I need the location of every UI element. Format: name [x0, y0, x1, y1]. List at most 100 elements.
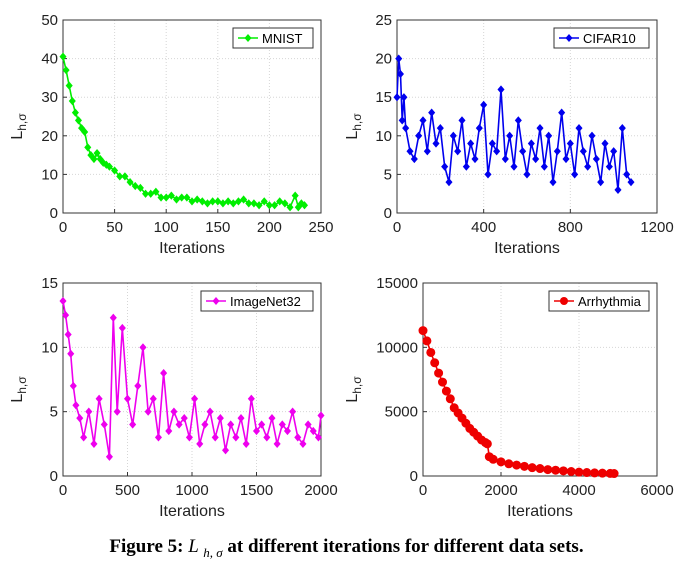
chart-imagenet32: 0 500 1000 1500 2000 0 5 10 15 Iterations Lh,σ Imag… [9, 275, 338, 520]
data-point [134, 381, 142, 391]
data-point [183, 193, 191, 202]
axes-box [396, 19, 658, 214]
y-tick-label: 5 [50, 404, 58, 421]
data-point [229, 199, 237, 208]
y-tick-label: 10000 [376, 339, 418, 356]
legend-box [548, 290, 650, 312]
data-point [191, 394, 199, 403]
data-point [551, 465, 561, 475]
y-axis-label: Lh,σ [344, 376, 364, 403]
data-point [219, 199, 227, 208]
data-point [211, 433, 219, 442]
data-point [160, 368, 168, 378]
data-point [286, 203, 294, 212]
y-tick-label: 15000 [376, 275, 418, 292]
data-point [178, 193, 186, 202]
x-tick-label: 150 [205, 219, 230, 236]
series-line [62, 56, 305, 209]
y-tick-label: 10 [41, 166, 58, 183]
data-point [400, 93, 408, 102]
data-point [434, 368, 444, 378]
data-point [263, 433, 271, 442]
data-point [67, 349, 75, 358]
data-point [276, 197, 284, 206]
data-point [506, 131, 514, 140]
data-point [121, 172, 129, 181]
data-point [268, 413, 276, 423]
x-tick-label: 2000 [304, 482, 337, 499]
data-point [501, 154, 509, 164]
data-point [510, 162, 518, 171]
data-point [260, 197, 268, 206]
data-point [540, 162, 548, 171]
data-point [496, 457, 506, 467]
data-point [497, 85, 505, 94]
data-point [81, 127, 89, 137]
data-point [142, 189, 150, 198]
y-axis-label: Lh,σ [9, 113, 29, 140]
data-point [113, 407, 121, 416]
data-point [201, 420, 209, 429]
data-point [571, 170, 579, 179]
data-point [493, 147, 501, 156]
data-point [214, 197, 222, 206]
data-point [69, 381, 77, 391]
data-point [258, 420, 266, 429]
data-point [609, 469, 619, 479]
y-axis-label: Lh,σ [9, 376, 29, 403]
data-point [562, 154, 570, 164]
data-point [139, 343, 147, 352]
y-tick-label: 5000 [385, 404, 418, 421]
data-point [95, 394, 103, 403]
data-point [111, 166, 119, 175]
data-point [157, 193, 165, 202]
legend-box [232, 27, 314, 49]
figure-caption: Figure 5: L h, σ at different iterations… [0, 536, 693, 561]
data-point [610, 147, 618, 156]
data-point [198, 197, 206, 206]
data-point [597, 178, 605, 187]
data-point [627, 178, 635, 187]
data-point [454, 147, 462, 156]
x-tick-label: 0 [393, 219, 401, 236]
data-point [418, 326, 428, 336]
data-point [227, 420, 235, 429]
x-axis-label: Iterations [159, 240, 225, 257]
legend-swatch-marker [212, 297, 220, 305]
legend-swatch-marker [244, 34, 252, 42]
data-point [149, 394, 157, 403]
x-tick-label: 50 [106, 219, 123, 236]
data-point [232, 433, 240, 442]
data-point [482, 439, 492, 449]
y-axis-label-subscript: h,σ [15, 376, 29, 394]
data-point [514, 116, 522, 125]
data-point [74, 116, 83, 125]
data-point [180, 413, 188, 423]
data-point [68, 96, 76, 106]
y-tick-label: 0 [410, 468, 418, 485]
caption-prefix: Figure 5: [109, 536, 184, 557]
data-point [281, 199, 289, 208]
data-point [536, 123, 544, 133]
data-point [76, 413, 84, 423]
data-point [90, 439, 98, 448]
data-point [72, 401, 80, 410]
data-point [85, 407, 93, 416]
data-point [436, 123, 444, 133]
data-point [109, 313, 117, 322]
data-point [116, 172, 124, 181]
legend-label: ImageNet32 [230, 294, 301, 309]
data-point [484, 170, 492, 179]
data-point [441, 386, 451, 396]
y-tick-label: 25 [375, 12, 392, 29]
x-tick-label: 100 [154, 219, 179, 236]
x-tick-label: 0 [59, 482, 67, 499]
data-point [618, 123, 626, 133]
data-point [584, 162, 592, 171]
data-point [558, 466, 568, 476]
data-point [588, 131, 596, 140]
data-point [579, 147, 587, 156]
data-point [170, 407, 178, 416]
data-point [396, 69, 404, 79]
